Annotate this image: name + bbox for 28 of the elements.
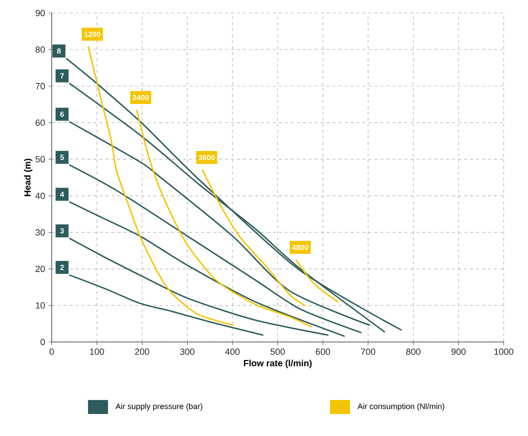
x-axis-title: Flow rate (l/min) [244,360,312,368]
line-series [88,46,234,326]
line-series [69,164,362,334]
x-tick-label: 700 [361,348,376,355]
y-tick-label: 70 [36,82,45,90]
y-tick-label: 50 [36,156,45,162]
x-tick-label: 200 [135,348,150,355]
y-tick-label: 40 [35,192,45,199]
x-tick-label: 900 [451,348,466,355]
y-tick-label: 30 [36,229,45,236]
x-tick-label: 0 [50,348,54,355]
y-tick-label: 0 [40,338,45,346]
x-tick-label: 400 [225,348,240,355]
x-tick-label: 100 [90,348,104,355]
x-tick-label: 600 [316,348,330,355]
line-series [69,238,329,336]
y-axis-title: Head (m) [24,158,32,196]
x-tick-label: 800 [406,348,420,355]
x-tick-label: 500 [270,348,285,355]
line-series [69,274,264,336]
y-tick-label: 80 [36,46,45,53]
y-tick-label: 20 [36,266,45,272]
x-tick-label: 300 [180,348,194,355]
x-tick-label: 1000 [494,348,514,355]
line-series [136,110,312,328]
y-tick-label: 10 [36,302,45,309]
y-tick-label: 90 [36,10,45,16]
y-tick-label: 60 [36,119,45,126]
